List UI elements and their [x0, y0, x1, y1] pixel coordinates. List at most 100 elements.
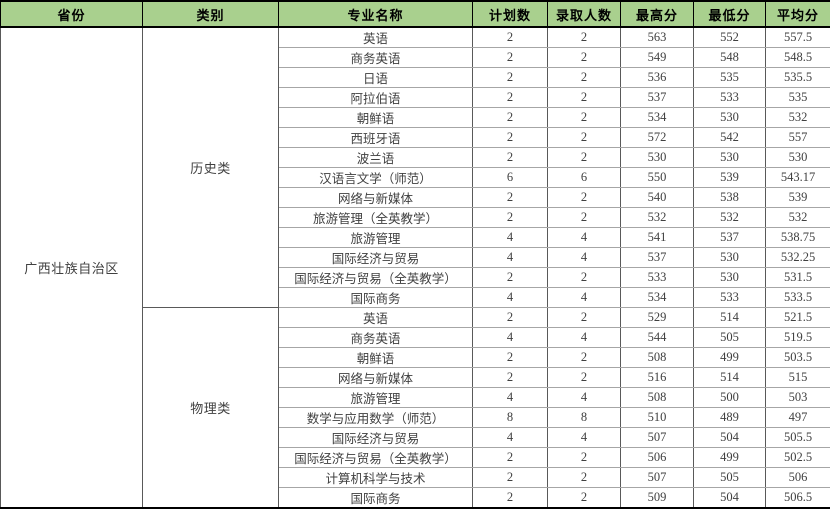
min-score-cell: 533: [694, 88, 766, 108]
max-score-cell: 507: [621, 428, 694, 448]
admitted-cell: 8: [548, 408, 621, 428]
admitted-cell: 2: [548, 488, 621, 509]
col-header-min-score: 最低分: [694, 1, 766, 27]
max-score-cell: 550: [621, 168, 694, 188]
admitted-cell: 2: [548, 368, 621, 388]
min-score-cell: 548: [694, 48, 766, 68]
planned-cell: 2: [473, 108, 548, 128]
avg-score-cell: 557: [766, 128, 830, 148]
avg-score-cell: 539: [766, 188, 830, 208]
max-score-cell: 537: [621, 248, 694, 268]
admitted-cell: 4: [548, 228, 621, 248]
col-header-province: 省份: [1, 1, 143, 27]
min-score-cell: 537: [694, 228, 766, 248]
avg-score-cell: 543.17: [766, 168, 830, 188]
planned-cell: 8: [473, 408, 548, 428]
max-score-cell: 510: [621, 408, 694, 428]
major-cell: 英语: [279, 27, 473, 48]
avg-score-cell: 538.75: [766, 228, 830, 248]
avg-score-cell: 519.5: [766, 328, 830, 348]
major-cell: 日语: [279, 68, 473, 88]
col-header-max-score: 最高分: [621, 1, 694, 27]
avg-score-cell: 530: [766, 148, 830, 168]
min-score-cell: 514: [694, 308, 766, 328]
avg-score-cell: 535: [766, 88, 830, 108]
admitted-cell: 2: [548, 448, 621, 468]
major-cell: 国际商务: [279, 288, 473, 308]
admitted-cell: 2: [548, 48, 621, 68]
planned-cell: 2: [473, 488, 548, 509]
major-cell: 西班牙语: [279, 128, 473, 148]
major-cell: 数学与应用数学（师范）: [279, 408, 473, 428]
major-cell: 国际经济与贸易: [279, 428, 473, 448]
avg-score-cell: 515: [766, 368, 830, 388]
planned-cell: 4: [473, 288, 548, 308]
admitted-cell: 4: [548, 428, 621, 448]
planned-cell: 2: [473, 268, 548, 288]
admitted-cell: 2: [548, 468, 621, 488]
planned-cell: 2: [473, 308, 548, 328]
max-score-cell: 530: [621, 148, 694, 168]
max-score-cell: 540: [621, 188, 694, 208]
min-score-cell: 533: [694, 288, 766, 308]
max-score-cell: 507: [621, 468, 694, 488]
min-score-cell: 505: [694, 468, 766, 488]
major-cell: 网络与新媒体: [279, 368, 473, 388]
min-score-cell: 530: [694, 248, 766, 268]
min-score-cell: 535: [694, 68, 766, 88]
major-cell: 阿拉伯语: [279, 88, 473, 108]
max-score-cell: 532: [621, 208, 694, 228]
max-score-cell: 549: [621, 48, 694, 68]
planned-cell: 2: [473, 188, 548, 208]
min-score-cell: 499: [694, 448, 766, 468]
col-header-avg-score: 平均分: [766, 1, 830, 27]
min-score-cell: 530: [694, 108, 766, 128]
min-score-cell: 500: [694, 388, 766, 408]
major-cell: 计算机科学与技术: [279, 468, 473, 488]
min-score-cell: 505: [694, 328, 766, 348]
major-cell: 国际经济与贸易: [279, 248, 473, 268]
planned-cell: 2: [473, 68, 548, 88]
planned-cell: 2: [473, 368, 548, 388]
major-cell: 网络与新媒体: [279, 188, 473, 208]
admitted-cell: 4: [548, 328, 621, 348]
planned-cell: 4: [473, 228, 548, 248]
planned-cell: 2: [473, 27, 548, 48]
planned-cell: 6: [473, 168, 548, 188]
min-score-cell: 504: [694, 488, 766, 509]
avg-score-cell: 532: [766, 208, 830, 228]
avg-score-cell: 557.5: [766, 27, 830, 48]
major-cell: 旅游管理（全英教学）: [279, 208, 473, 228]
planned-cell: 4: [473, 428, 548, 448]
max-score-cell: 544: [621, 328, 694, 348]
max-score-cell: 533: [621, 268, 694, 288]
max-score-cell: 536: [621, 68, 694, 88]
admitted-cell: 2: [548, 88, 621, 108]
avg-score-cell: 502.5: [766, 448, 830, 468]
avg-score-cell: 535.5: [766, 68, 830, 88]
planned-cell: 2: [473, 448, 548, 468]
admitted-cell: 2: [548, 268, 621, 288]
max-score-cell: 509: [621, 488, 694, 509]
major-cell: 汉语言文学（师范）: [279, 168, 473, 188]
max-score-cell: 529: [621, 308, 694, 328]
col-header-admitted: 录取人数: [548, 1, 621, 27]
min-score-cell: 504: [694, 428, 766, 448]
major-cell: 朝鲜语: [279, 348, 473, 368]
min-score-cell: 539: [694, 168, 766, 188]
admitted-cell: 2: [548, 128, 621, 148]
major-cell: 旅游管理: [279, 388, 473, 408]
max-score-cell: 506: [621, 448, 694, 468]
min-score-cell: 499: [694, 348, 766, 368]
col-header-planned: 计划数: [473, 1, 548, 27]
avg-score-cell: 532: [766, 108, 830, 128]
avg-score-cell: 531.5: [766, 268, 830, 288]
category-cell-0: 历史类: [143, 27, 279, 308]
planned-cell: 4: [473, 248, 548, 268]
category-cell-1: 物理类: [143, 308, 279, 509]
admitted-cell: 6: [548, 168, 621, 188]
avg-score-cell: 497: [766, 408, 830, 428]
avg-score-cell: 532.25: [766, 248, 830, 268]
